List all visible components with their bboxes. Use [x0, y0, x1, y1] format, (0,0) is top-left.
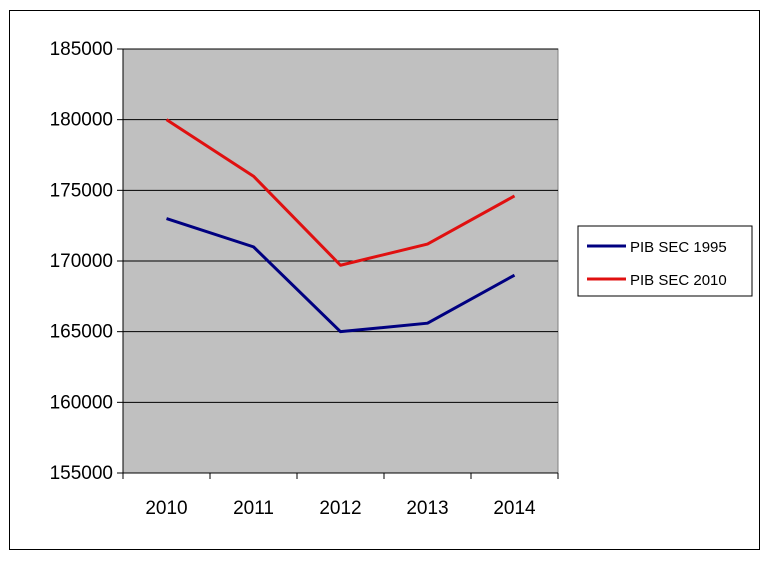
x-tick-label: 2014 — [493, 498, 536, 519]
y-tick-label: 175000 — [50, 180, 113, 201]
y-tick-labels: 155000 160000 165000 170000 175000 180000 1850… — [50, 39, 113, 484]
y-tick-label: 185000 — [50, 39, 113, 60]
series-lines — [165, 118, 516, 334]
x-tick-labels: 2010 2011 2012 2013 2014 — [145, 498, 536, 519]
y-tick-label: 180000 — [50, 110, 113, 131]
legend-label-2: PIB SEC 2010 — [630, 272, 727, 289]
x-tick-label: 2013 — [406, 498, 448, 519]
series-line-1 — [166, 217, 516, 334]
y-tick-label: 155000 — [50, 463, 113, 484]
legend-box — [577, 225, 753, 297]
legend: PIB SEC 1995 PIB SEC 2010 — [577, 225, 753, 297]
legend-label-1: PIB SEC 1995 — [630, 239, 727, 256]
axes — [117, 48, 559, 479]
y-tick-label: 160000 — [50, 392, 113, 413]
x-tick-label: 2012 — [319, 498, 361, 519]
y-tick-label: 165000 — [50, 322, 113, 343]
series-line-2 — [165, 118, 516, 267]
x-tick-label: 2010 — [145, 498, 187, 519]
y-tick-label: 170000 — [50, 251, 113, 272]
x-tick-label: 2011 — [233, 498, 274, 519]
